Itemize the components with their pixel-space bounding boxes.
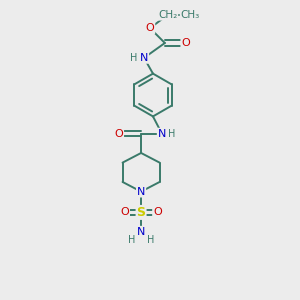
Text: N: N	[140, 53, 148, 63]
Text: H: H	[128, 235, 135, 245]
Text: N: N	[137, 227, 145, 237]
Text: H: H	[130, 53, 137, 63]
Text: S: S	[136, 206, 146, 219]
Text: CH₃: CH₃	[181, 10, 200, 20]
Text: CH₂: CH₂	[158, 10, 178, 20]
Text: N: N	[137, 187, 145, 196]
Text: O: O	[153, 207, 162, 218]
Text: O: O	[120, 207, 129, 218]
Text: H: H	[147, 235, 154, 245]
Text: O: O	[181, 38, 190, 48]
Text: O: O	[114, 129, 123, 139]
Text: O: O	[146, 23, 154, 33]
Text: N: N	[158, 129, 166, 139]
Text: H: H	[168, 129, 176, 139]
